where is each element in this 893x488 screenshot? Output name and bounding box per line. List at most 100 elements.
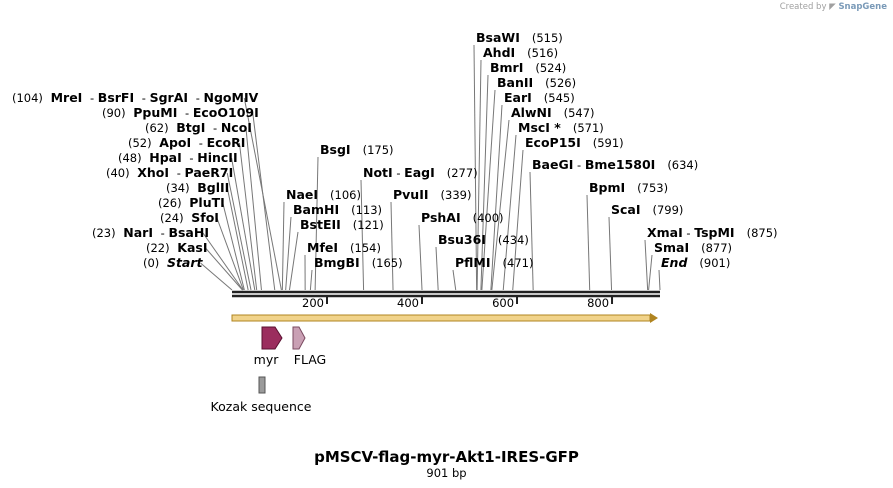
feature-flag[interactable]: FLAG (292, 326, 326, 367)
site-leader (452, 269, 457, 291)
site-label[interactable]: AhdI (516) (483, 45, 558, 60)
feature-myr[interactable]: myr (254, 326, 283, 367)
site-separator: - (173, 166, 184, 180)
site-leader (648, 254, 653, 291)
site-leader (608, 216, 613, 291)
enzyme-name: BsaHI (168, 225, 209, 240)
site-label[interactable]: BaeGI - Bme1580I (634) (532, 157, 698, 172)
site-separator: - (573, 158, 584, 172)
site-label[interactable]: PshAI (400) (421, 210, 504, 225)
site-leader (360, 179, 365, 291)
site-position: (591) (593, 136, 624, 150)
site-label[interactable]: (40) XhoI - PaeR7I (106, 165, 233, 180)
site-label[interactable]: BsgI (175) (320, 142, 394, 157)
site-position: (434) (498, 233, 529, 247)
enzyme-name: EcoO109I (193, 105, 259, 120)
site-label[interactable]: BamHI (113) (293, 202, 382, 217)
enzyme-name: EagI (404, 165, 435, 180)
enzyme-name: BsrFI (98, 90, 134, 105)
site-label[interactable]: (62) BtgI - NcoI (145, 120, 252, 135)
site-leader (502, 134, 517, 291)
site-position: (52) (128, 136, 152, 150)
site-label[interactable]: BpmI (753) (589, 180, 668, 195)
site-label[interactable]: ScaI (799) (611, 202, 683, 217)
map-title: pMSCV-flag-myr-Akt1-IRES-GFP (314, 448, 579, 466)
site-leader (644, 239, 649, 291)
enzyme-name: BglII (197, 180, 229, 195)
enzyme-name: AhdI (483, 45, 515, 60)
site-separator: - (86, 91, 97, 105)
site-label[interactable]: BanII (526) (497, 75, 576, 90)
site-label[interactable]: NaeI (106) (286, 187, 361, 202)
site-position: (26) (158, 196, 182, 210)
enzyme-name: MscI * (518, 120, 561, 135)
enzyme-name: PluTI (189, 195, 225, 210)
site-label[interactable]: BstEII (121) (300, 217, 384, 232)
enzyme-name: BsgI (320, 142, 351, 157)
site-label[interactable]: AlwNI (547) (511, 105, 595, 120)
site-label[interactable]: (48) HpaI - HincII (118, 150, 238, 165)
enzyme-name: ApoI (159, 135, 191, 150)
feature-kozak-sequence[interactable]: Kozak sequence (211, 376, 312, 414)
site-label[interactable]: SmaI (877) (654, 240, 732, 255)
site-label[interactable]: BmrI (524) (490, 60, 566, 75)
site-label[interactable]: (34) BglII (166, 180, 229, 195)
site-leader (481, 89, 496, 291)
enzyme-name: SgrAI (150, 90, 188, 105)
site-position: (753) (637, 181, 668, 195)
site-label[interactable]: PvuII (339) (393, 187, 471, 202)
site-position: (40) (106, 166, 130, 180)
ruler-tick-label: 600 (492, 296, 514, 310)
site-label[interactable]: (52) ApoI - EcoRI (128, 135, 245, 150)
snapgene-brand: SnapGene (838, 2, 887, 12)
enzyme-name: BaeGI (532, 157, 573, 172)
site-leader (202, 232, 244, 291)
enzyme-name: NaeI (286, 187, 318, 202)
site-position: (400) (473, 211, 504, 225)
ruler: 200 400 600 800 (302, 296, 614, 310)
site-position: (571) (573, 121, 604, 135)
site-label[interactable]: (24) SfoI (160, 210, 219, 225)
site-label[interactable]: PflMI (471) (455, 255, 533, 270)
site-label[interactable]: NotI - EagI (277) (363, 165, 478, 180)
site-label[interactable]: BmgBI (165) (314, 255, 403, 270)
site-label[interactable]: Bsu36I (434) (438, 232, 529, 247)
enzyme-name: ScaI (611, 202, 641, 217)
site-position: (48) (118, 151, 142, 165)
site-label[interactable]: EarI (545) (504, 90, 575, 105)
site-label[interactable]: (23) NarI - BsaHI (92, 225, 209, 240)
site-label[interactable]: (26) PluTI (158, 195, 225, 210)
site-position: (175) (363, 143, 394, 157)
site-label[interactable]: End (901) (661, 255, 730, 270)
site-leader (512, 149, 524, 291)
enzyme-name: BsaWI (476, 30, 520, 45)
site-position: (154) (350, 241, 381, 255)
site-leader (205, 247, 243, 291)
site-label[interactable]: EcoP15I (591) (525, 135, 624, 150)
enzyme-name: PaeR7I (185, 165, 234, 180)
enzyme-name: BanII (497, 75, 533, 90)
site-leader (476, 59, 482, 291)
feature-kozak-label: Kozak sequence (211, 399, 312, 414)
site-label[interactable]: (22) KasI (146, 240, 207, 255)
site-leader (314, 156, 319, 291)
site-leader (226, 172, 252, 291)
enzyme-name: Bsu36I (438, 232, 486, 247)
site-leader (480, 74, 489, 291)
site-leader (200, 262, 233, 291)
enzyme-name: KasI (177, 240, 207, 255)
enzyme-name: EcoP15I (525, 135, 581, 150)
site-leader (658, 269, 661, 291)
site-label[interactable]: (104) MreI - BsrFI - SgrAI - NgoMIV (12, 90, 259, 105)
orf-arrow[interactable] (231, 313, 658, 323)
site-label[interactable]: MfeI (154) (307, 240, 381, 255)
site-separator: - (138, 91, 149, 105)
site-label[interactable]: (90) PpuMI - EcoO109I (102, 105, 259, 120)
site-label[interactable]: (0) Start (143, 255, 204, 270)
enzyme-name: PpuMI (133, 105, 177, 120)
site-separator: - (186, 151, 197, 165)
site-label[interactable]: XmaI - TspMI (875) (647, 225, 778, 240)
site-label[interactable]: MscI * (571) (518, 120, 604, 135)
site-label[interactable]: BsaWI (515) (476, 30, 563, 45)
